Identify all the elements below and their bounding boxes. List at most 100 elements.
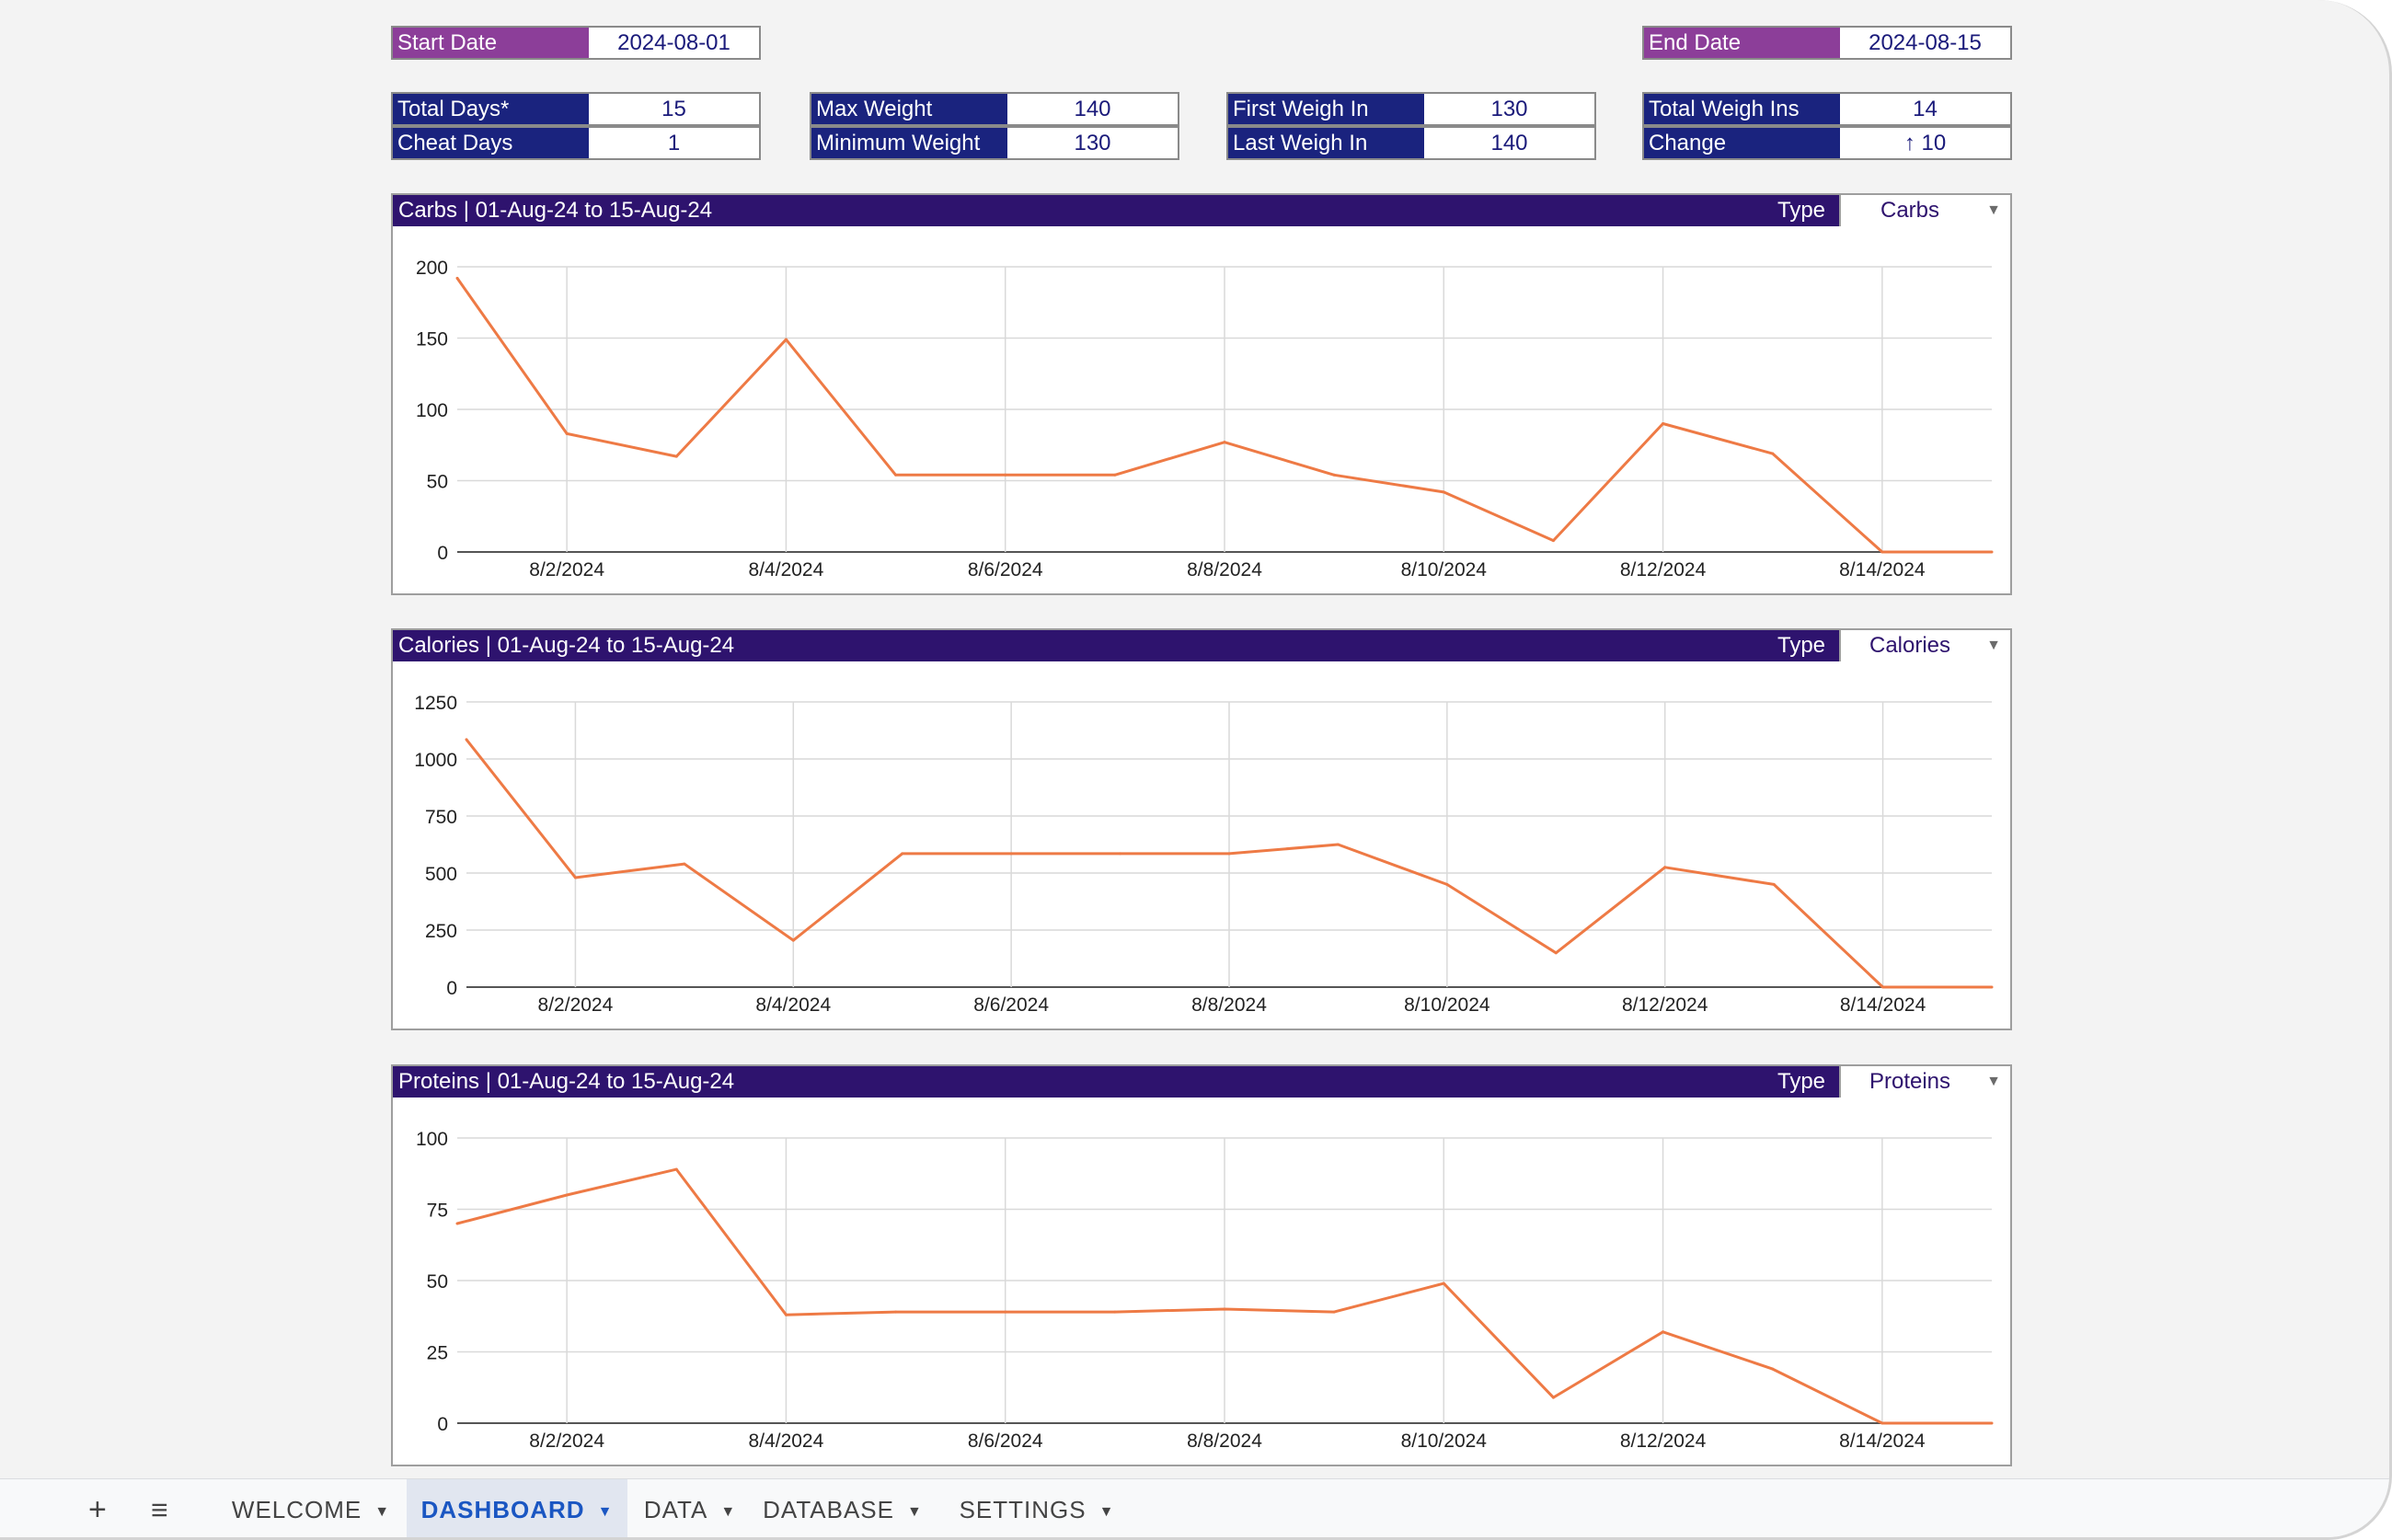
data-point [1332,1310,1336,1314]
stat-label: Cheat Days [391,126,591,160]
start-date-value[interactable]: 2024-08-01 [589,26,761,60]
data-point [1771,452,1775,455]
data-point [784,338,788,341]
y-tick-label: 1250 [414,693,457,714]
data-point [455,1222,459,1225]
y-tick-label: 100 [416,400,448,421]
stat-label: Change [1642,126,1842,160]
type-dropdown[interactable]: Carbs ▼ [1839,195,2010,226]
data-point [1223,1307,1226,1311]
end-date-value[interactable]: 2024-08-15 [1840,26,2012,60]
type-dropdown-value: Proteins [1869,1069,1951,1094]
tab-label: DASHBOARD [420,1496,585,1523]
chevron-down-icon: ▼ [374,1503,391,1520]
data-point [565,1193,569,1197]
data-point [1004,1310,1007,1314]
tab-database[interactable]: DATABASE ▼ [756,1479,929,1537]
y-tick-label: 50 [427,1271,448,1293]
data-point [1662,1330,1665,1334]
menu-icon[interactable]: ≡ [151,1493,168,1526]
tab-dashboard[interactable]: DASHBOARD ▼ [407,1479,627,1537]
y-tick-label: 0 [437,543,448,564]
proteins-line-chart: 0 25 50 75 100 8/2/2024 8/4/2024 8/6/2024 8/8/20… [416,1129,1994,1452]
data-point [784,1313,788,1316]
sheet-tab-bar: + ≡ WELCOME ▼ DASHBOARD ▼ DATA ▼ DATABASE ▼ … [0,1478,2389,1537]
data-point [1113,473,1117,477]
data-point [791,938,795,942]
data-point [1223,441,1226,444]
y-tick-label: 100 [416,1129,448,1150]
stat-value: 1 [589,126,761,160]
data-point [894,1310,898,1314]
calories-line-chart: 0 250 500 750 1000 1250 8/2/2024 8/4/2024 8/6/20… [414,693,1994,1016]
data-point [1442,1281,1445,1285]
type-label: Type [1777,1069,1826,1094]
stat-label: Last Weigh In [1226,126,1426,160]
data-point [1990,985,1994,989]
panel-title: Calories | 01-Aug-24 to 15-Aug-24 [398,633,735,658]
panel-header: Carbs | 01-Aug-24 to 15-Aug-24 Type Carb… [393,195,2010,226]
tab-label: DATABASE [763,1496,894,1523]
y-tick-label: 0 [446,978,457,999]
panel-title: Carbs | 01-Aug-24 to 15-Aug-24 [398,198,713,223]
data-point [1990,1421,1994,1425]
y-tick-label: 1000 [414,750,457,771]
x-tick-label: 8/6/2024 [973,994,1049,1016]
data-point [1336,843,1340,846]
stat-value: 140 [1007,92,1179,126]
data-point [1771,1367,1775,1371]
stat-value: ↑ 10 [1840,126,2012,160]
carbs-line-chart: 0 50 100 150 200 8/2/2024 8/4/2024 8/6/2024 8/8/… [416,258,1994,580]
end-date-label: End Date [1642,26,1842,60]
tab-welcome[interactable]: WELCOME ▼ [217,1479,405,1537]
data-point [1551,1396,1555,1399]
y-tick-label: 750 [425,807,457,828]
start-date-label: Start Date [391,26,591,60]
calories-chart-panel: Calories | 01-Aug-24 to 15-Aug-24 Type C… [391,628,2012,1030]
type-dropdown[interactable]: Proteins ▼ [1839,1066,2010,1098]
tab-label: DATA [643,1496,708,1523]
data-point [1990,550,1994,554]
data-point [1554,951,1558,955]
panel-header: Calories | 01-Aug-24 to 15-Aug-24 Type C… [393,630,2010,661]
x-tick-label: 8/10/2024 [1401,1431,1488,1452]
x-tick-label: 8/12/2024 [1620,1431,1707,1452]
y-tick-label: 150 [416,329,448,351]
data-point [1445,882,1449,886]
tab-label: WELCOME [231,1496,362,1523]
stat-value: 130 [1424,92,1596,126]
carbs-chart-panel: Carbs | 01-Aug-24 to 15-Aug-24 Type Carb… [391,193,2012,595]
data-point [1663,866,1667,869]
data-point [1551,539,1555,543]
x-tick-label: 8/6/2024 [968,559,1043,580]
stat-label: Total Days* [391,92,591,126]
chevron-down-icon: ▼ [907,1503,923,1520]
data-point [465,738,468,741]
dropdown-arrow-icon: ▼ [1986,202,2001,218]
y-tick-label: 200 [416,258,448,279]
data-point [901,852,904,856]
data-point [573,876,577,879]
data-point [1332,473,1336,477]
x-tick-label: 8/10/2024 [1404,994,1490,1016]
stat-label: Minimum Weight [810,126,1009,160]
stat-value: 130 [1007,126,1179,160]
x-tick-label: 8/14/2024 [1839,559,1926,580]
stat-label: Total Weigh Ins [1642,92,1842,126]
x-tick-label: 8/12/2024 [1622,994,1708,1016]
proteins-chart-panel: Proteins | 01-Aug-24 to 15-Aug-24 Type P… [391,1064,2012,1466]
x-tick-label: 8/6/2024 [968,1431,1043,1452]
tab-label: SETTINGS [959,1496,1087,1523]
tab-settings[interactable]: SETTINGS ▼ [948,1479,1126,1537]
data-point [455,276,459,280]
y-tick-label: 25 [427,1343,448,1364]
data-point [1772,882,1776,886]
plus-icon[interactable]: + [88,1492,107,1527]
x-tick-label: 8/2/2024 [538,994,614,1016]
tab-data[interactable]: DATA ▼ [629,1479,751,1537]
type-dropdown[interactable]: Calories ▼ [1839,630,2010,661]
stat-value: 14 [1840,92,2012,126]
x-tick-label: 8/12/2024 [1620,559,1707,580]
x-tick-label: 8/14/2024 [1840,994,1926,1016]
